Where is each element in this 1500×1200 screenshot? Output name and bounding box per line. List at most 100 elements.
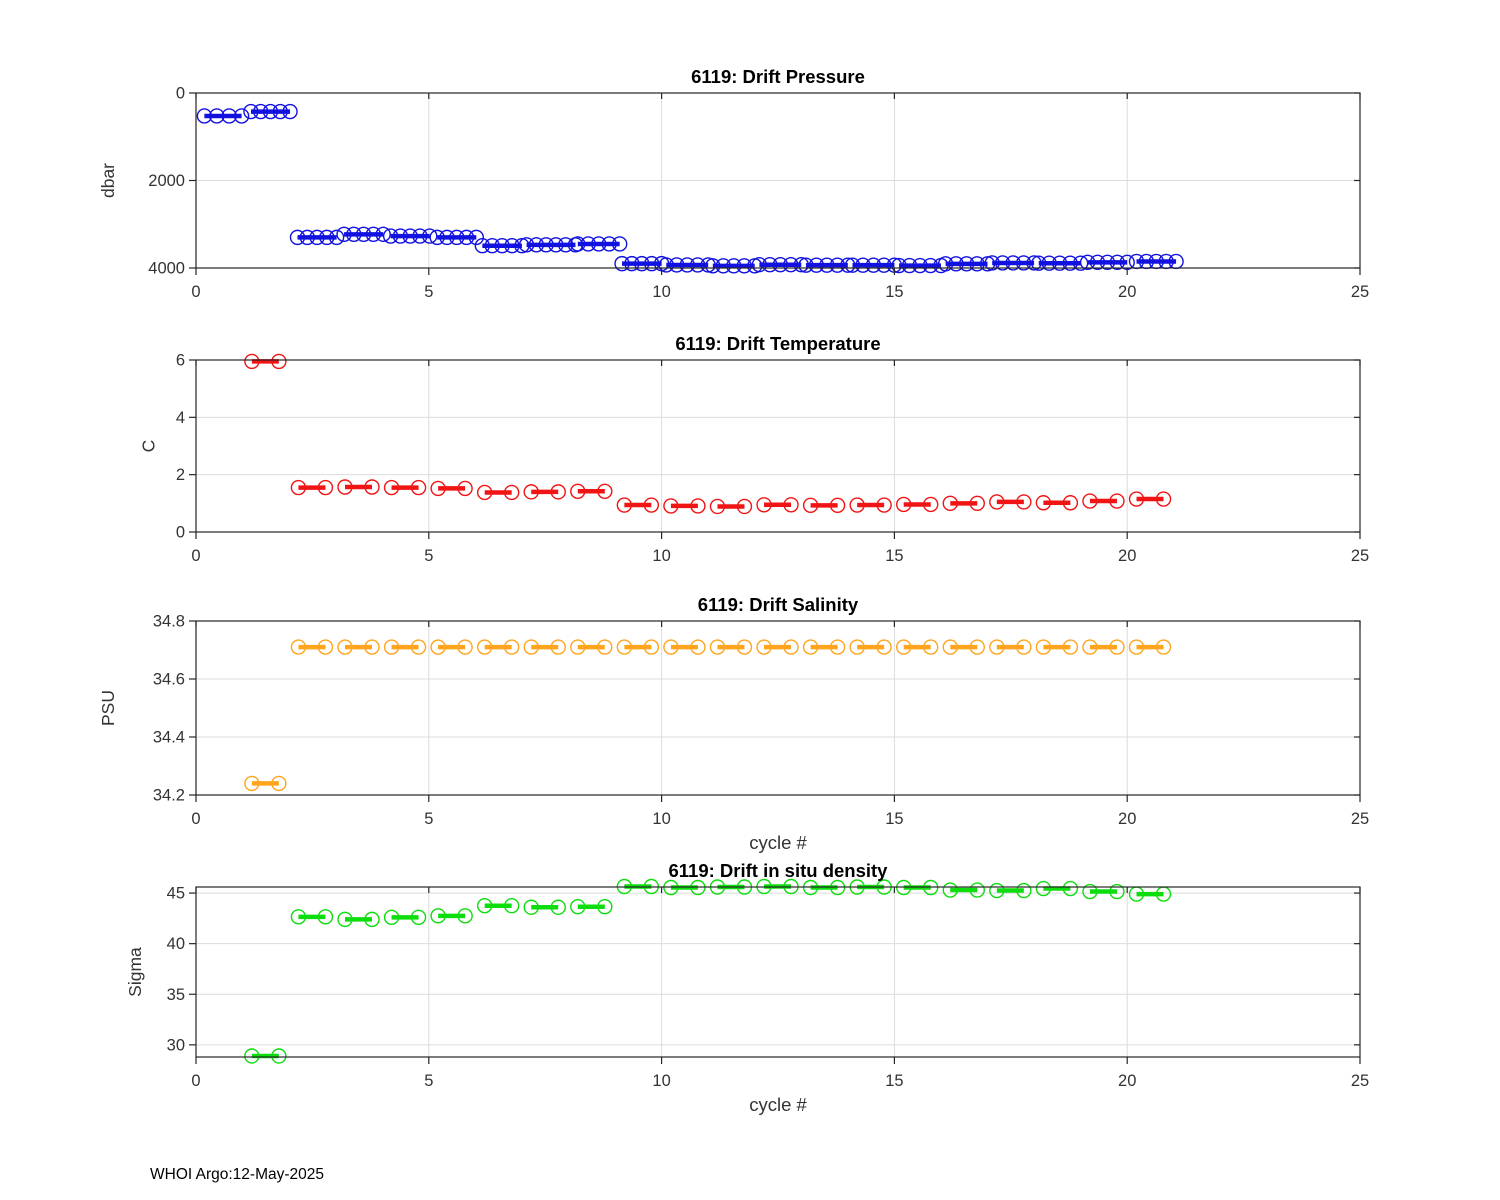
drift-marker [290, 639, 307, 655]
drift-marker [969, 882, 985, 898]
drift-marker [328, 229, 345, 246]
drift-cluster [337, 911, 380, 928]
panel-title: 6119: Drift Pressure [691, 66, 865, 87]
drift-marker [383, 639, 400, 655]
drift-cluster [802, 639, 846, 655]
drift-marker [364, 639, 380, 655]
drift-marker [317, 639, 334, 655]
drift-cluster [1035, 880, 1079, 897]
drift-cluster [289, 229, 345, 246]
x-tick-label: 0 [191, 1072, 200, 1090]
drift-marker [243, 103, 259, 120]
drift-cluster [430, 639, 473, 655]
drift-marker [614, 255, 630, 272]
drift-cluster [243, 103, 298, 120]
drift-cluster [383, 639, 427, 655]
x-tick-label: 10 [652, 283, 670, 301]
drift-marker [1035, 880, 1052, 897]
drift-marker [876, 497, 892, 513]
drift-cluster [1079, 254, 1135, 271]
drift-marker [601, 236, 617, 252]
drift-marker [876, 257, 892, 273]
x-tick-label: 15 [885, 810, 903, 828]
drift-marker [570, 639, 586, 655]
drift-marker [597, 639, 613, 655]
axes-box [195, 620, 1361, 796]
drift-marker [337, 479, 353, 495]
drift-cluster [756, 639, 799, 655]
drift-marker [319, 229, 335, 246]
drift-marker [709, 498, 726, 515]
axes-box [195, 359, 1361, 533]
drift-marker [989, 639, 1005, 655]
drift-marker [922, 257, 939, 274]
drift-marker [271, 1048, 287, 1064]
drift-marker [244, 353, 260, 370]
drift-marker [1089, 254, 1106, 271]
drift-marker [346, 226, 362, 243]
drift-cluster [709, 498, 753, 515]
drift-marker [634, 255, 650, 272]
drift-cluster [798, 257, 856, 273]
drift-marker [253, 103, 269, 120]
drift-cluster [756, 497, 799, 513]
drift-marker [570, 899, 586, 915]
drift-marker [989, 494, 1005, 510]
drift-marker [457, 908, 473, 924]
drift-marker [643, 497, 660, 513]
x-tick-label: 20 [1118, 810, 1136, 828]
y-axis-label: C [139, 440, 159, 453]
drift-marker [802, 497, 819, 514]
y-axis-label: dbar [98, 163, 118, 198]
x-tick-label: 15 [885, 283, 903, 301]
drift-marker [611, 236, 628, 252]
drift-marker [624, 255, 640, 272]
drift-cluster [658, 257, 716, 273]
drift-marker [1079, 254, 1096, 271]
drift-marker [896, 639, 912, 655]
drift-cluster [802, 497, 846, 514]
drift-marker [736, 258, 752, 274]
drift-marker [523, 899, 539, 915]
y-tick-label: 35 [167, 986, 185, 1004]
panel-title: 6119: Drift Temperature [675, 333, 880, 354]
drift-marker [503, 484, 520, 501]
drift-marker [783, 497, 799, 513]
drift-marker [457, 480, 473, 497]
y-tick-label: 2000 [148, 172, 185, 190]
drift-marker [844, 257, 861, 273]
drift-cluster [1035, 495, 1079, 511]
y-tick-label: 45 [167, 885, 185, 903]
drift-marker [849, 497, 865, 513]
drift-marker [1005, 255, 1021, 271]
x-tick-label: 0 [191, 283, 200, 301]
y-tick-label: 4000 [148, 260, 185, 278]
drift-cluster [290, 479, 334, 496]
drift-cluster [337, 639, 380, 655]
drift-cluster [518, 237, 584, 253]
drift-marker [829, 639, 846, 655]
drift-marker [876, 639, 892, 655]
drift-marker [429, 229, 445, 246]
drift-marker [1082, 493, 1098, 509]
drift-cluster [896, 639, 939, 655]
drift-cluster [1082, 883, 1125, 900]
drift-marker [523, 639, 539, 655]
drift-marker [422, 228, 438, 244]
drift-marker [783, 639, 799, 655]
drift-marker [392, 228, 409, 244]
footer-timestamp: WHOI Argo:12-May-2025 [150, 1166, 325, 1183]
x-axis-label: cycle # [749, 1094, 807, 1115]
drift-cluster [896, 496, 939, 513]
x-tick-label: 15 [885, 1072, 903, 1090]
drift-cluster [290, 909, 334, 925]
drift-marker [923, 639, 939, 655]
drift-marker [1062, 495, 1079, 511]
drift-cluster [849, 497, 892, 513]
drift-marker [550, 484, 566, 500]
drift-marker [942, 882, 958, 898]
drift-marker [969, 639, 985, 655]
drift-marker [317, 909, 334, 925]
drift-marker [1016, 494, 1032, 510]
drift-marker [299, 229, 315, 246]
